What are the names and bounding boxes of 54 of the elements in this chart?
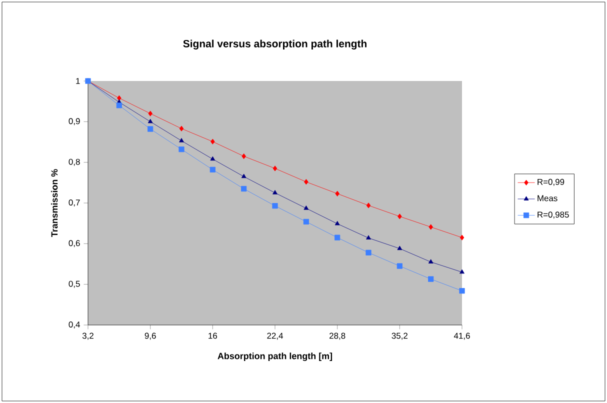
y-tick-label: 0,4 (68, 322, 80, 328)
x-tick-label: 35,2 (392, 332, 408, 340)
point (272, 190, 278, 194)
x-tick-label: 41,6 (454, 332, 470, 340)
point (397, 246, 402, 250)
chart-title: Signal versus absorption path length (183, 40, 366, 50)
point (210, 138, 215, 144)
point (428, 259, 434, 264)
x-tick-label: 9,6 (144, 332, 156, 340)
x-tick-label: 3,2 (82, 332, 94, 340)
x-axis-title: Absorption path length [m] (218, 352, 332, 362)
point (116, 102, 122, 108)
point (428, 276, 434, 282)
y-tick-label: 0,8 (68, 158, 80, 166)
y-tick-label: 0,7 (68, 200, 80, 206)
x-tick-label: 16 (208, 332, 218, 339)
legend-label: Meas (538, 195, 558, 202)
y-tick-label: 0,9 (68, 118, 80, 126)
point (334, 234, 340, 240)
point (334, 220, 340, 226)
point (148, 110, 152, 116)
y-axis-title: Transmission % (51, 169, 58, 238)
point (210, 166, 216, 172)
x-tick-label: 28,8 (330, 332, 346, 340)
point (460, 234, 464, 240)
point (148, 126, 154, 132)
point (304, 179, 308, 185)
point (366, 250, 372, 256)
point (366, 235, 371, 240)
legend-label: R=0,99 (538, 178, 564, 186)
point (303, 218, 309, 224)
point (304, 205, 309, 210)
point (272, 166, 278, 172)
legend-label: R=0,985 (538, 212, 569, 219)
point (366, 202, 371, 208)
point (272, 203, 278, 209)
point (117, 95, 122, 101)
y-tick-label: 0,5 (68, 280, 80, 288)
point (428, 224, 433, 230)
point (459, 288, 465, 294)
point (241, 186, 247, 192)
y-tick-label: 1 (76, 78, 80, 84)
point (179, 138, 184, 142)
point (148, 118, 153, 124)
point (460, 269, 464, 274)
x-tick-label: 22,4 (267, 332, 283, 340)
point (210, 156, 216, 161)
point (396, 263, 402, 269)
point (335, 190, 340, 196)
point (178, 146, 184, 152)
y-tick-label: 0,6 (68, 240, 80, 248)
point (398, 214, 402, 220)
point (241, 174, 246, 178)
point (179, 126, 184, 132)
